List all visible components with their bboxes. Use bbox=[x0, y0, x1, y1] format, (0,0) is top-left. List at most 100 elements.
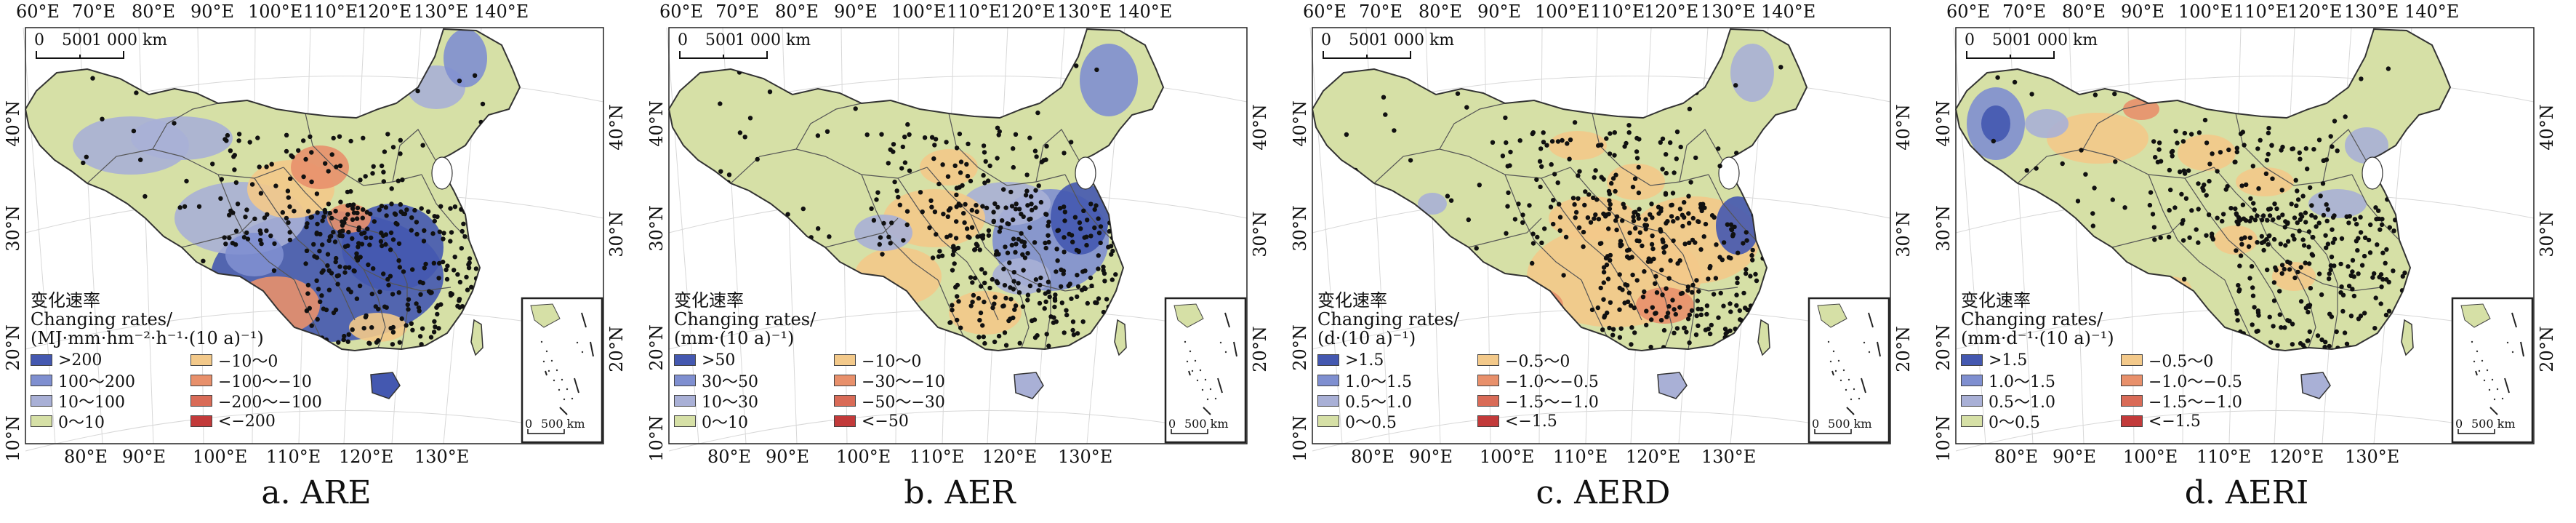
station-dot bbox=[1698, 306, 1704, 312]
scale-tick: 500 bbox=[1349, 31, 1379, 49]
legend-label: 0～0.5 bbox=[1345, 414, 1397, 432]
station-dot bbox=[414, 231, 420, 237]
station-dot bbox=[356, 244, 361, 249]
station-dot bbox=[2092, 185, 2097, 191]
station-dot bbox=[2328, 263, 2334, 268]
station-dot bbox=[370, 171, 375, 176]
legend-swatch bbox=[1317, 395, 1339, 407]
station-dot bbox=[1613, 172, 1618, 177]
station-dot bbox=[292, 209, 297, 214]
station-dot bbox=[317, 249, 322, 254]
lon-label-top: 90°E bbox=[834, 1, 878, 22]
station-dot bbox=[461, 340, 466, 346]
station-dot bbox=[2330, 240, 2336, 245]
station-dot bbox=[992, 295, 998, 300]
station-dot bbox=[1002, 330, 1008, 335]
station-dot bbox=[351, 202, 356, 207]
station-dot bbox=[970, 280, 975, 285]
rate-zone bbox=[2123, 98, 2159, 120]
station-dot bbox=[2332, 236, 2338, 241]
legend-swatch bbox=[1477, 375, 1499, 386]
station-dot bbox=[1734, 303, 1739, 308]
legend-swatch bbox=[190, 395, 212, 407]
station-dot bbox=[1096, 266, 1101, 271]
station-dot bbox=[419, 206, 424, 211]
station-dot bbox=[1677, 305, 1682, 310]
station-dot bbox=[1674, 129, 1680, 135]
station-dot bbox=[2156, 140, 2162, 145]
station-dot bbox=[455, 272, 460, 277]
station-dot bbox=[390, 342, 396, 347]
station-dot bbox=[1640, 243, 1645, 249]
station-dot bbox=[747, 204, 752, 209]
station-dot bbox=[2271, 298, 2277, 303]
station-dot bbox=[1114, 209, 1119, 214]
station-dot bbox=[995, 156, 1000, 161]
lon-label-top: 100°E bbox=[891, 1, 946, 22]
station-dot bbox=[2252, 305, 2257, 310]
station-dot bbox=[1696, 323, 1701, 328]
station-dot bbox=[225, 132, 230, 138]
station-dot bbox=[1470, 79, 1476, 84]
meridian-line bbox=[138, 27, 154, 444]
station-dot bbox=[361, 207, 366, 212]
station-dot bbox=[284, 132, 289, 137]
station-dot bbox=[1530, 260, 1535, 266]
station-dot bbox=[1069, 233, 1075, 238]
station-dot bbox=[2240, 202, 2246, 207]
station-dot bbox=[1030, 207, 1035, 212]
station-dot bbox=[991, 209, 996, 215]
lon-label-top: 120°E bbox=[357, 1, 412, 22]
station-dot bbox=[1096, 253, 1101, 258]
station-dot bbox=[2320, 181, 2326, 186]
lat-label-right: 20°N bbox=[2537, 326, 2557, 372]
station-dot bbox=[284, 215, 289, 221]
station-dot bbox=[1069, 140, 1074, 145]
station-dot bbox=[2112, 91, 2117, 97]
station-dot bbox=[968, 275, 974, 280]
station-dot bbox=[1011, 279, 1016, 284]
station-dot bbox=[2322, 65, 2327, 71]
station-dot bbox=[390, 330, 396, 335]
station-dot bbox=[84, 154, 89, 159]
legend-unit: (mm·(10 a)⁻¹) bbox=[674, 328, 795, 348]
station-dot bbox=[428, 290, 433, 295]
province-boundary bbox=[1439, 103, 1506, 150]
station-dot bbox=[1096, 296, 1102, 301]
station-dot bbox=[1572, 201, 1577, 207]
legend-item: −30～−10 bbox=[834, 371, 972, 391]
station-dot bbox=[2249, 264, 2255, 269]
station-dot bbox=[1643, 217, 1648, 222]
legend-label: <−50 bbox=[862, 412, 909, 431]
legend-item: 10～100 bbox=[31, 391, 190, 412]
legend-swatch bbox=[2121, 415, 2143, 427]
station-dot bbox=[2398, 310, 2403, 315]
scale-tick: 1 000 km bbox=[92, 31, 167, 49]
station-dot bbox=[1118, 232, 1123, 237]
lon-label-top: 80°E bbox=[132, 1, 175, 22]
province-boundary bbox=[824, 217, 899, 248]
station-dot bbox=[2338, 261, 2343, 267]
station-dot bbox=[1046, 279, 1051, 284]
station-dot bbox=[350, 217, 356, 223]
station-dot bbox=[2359, 263, 2365, 268]
station-dot bbox=[807, 253, 812, 258]
station-dot bbox=[350, 236, 355, 241]
station-dot bbox=[978, 310, 984, 316]
station-dot bbox=[390, 145, 396, 150]
lon-label-bottom: 130°E bbox=[1058, 447, 1112, 467]
legend-entries: >200 −10～0 100～200 −100～−10 10～100 −200～−100 0… bbox=[31, 351, 329, 432]
station-dot bbox=[378, 239, 384, 244]
station-dot bbox=[2319, 292, 2324, 298]
station-dot bbox=[1709, 213, 1715, 218]
station-dot bbox=[1749, 330, 1754, 335]
station-dot bbox=[2201, 188, 2206, 193]
station-dot bbox=[2332, 119, 2338, 124]
station-dot bbox=[1596, 143, 1601, 148]
station-dot bbox=[1664, 170, 1669, 176]
station-dot bbox=[2346, 264, 2351, 269]
station-dot bbox=[1102, 271, 1107, 276]
station-dot bbox=[385, 132, 390, 137]
station-dot bbox=[340, 223, 345, 228]
scale-tick: 0 bbox=[678, 31, 688, 49]
